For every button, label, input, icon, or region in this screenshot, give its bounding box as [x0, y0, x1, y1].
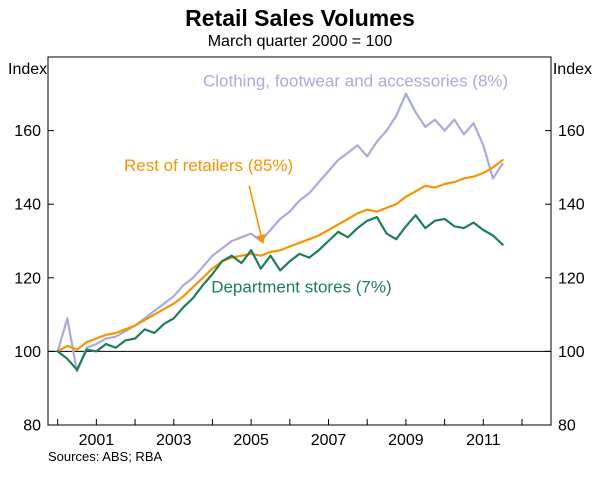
x-tick-label: 2005	[233, 432, 269, 449]
chart-subtitle: March quarter 2000 = 100	[207, 33, 393, 50]
rest-of-retailers-label-arrow	[248, 185, 266, 245]
y-axis-label-right: Index	[552, 61, 592, 78]
y-tick-label-right: 140	[558, 197, 585, 214]
y-tick-label-left: 120	[14, 270, 41, 287]
y-tick-label-left: 100	[14, 344, 41, 361]
y-tick-label-right: 160	[558, 123, 585, 140]
y-tick-label-left: 160	[14, 123, 41, 140]
rest-of-retailers-label: Rest of retailers (85%)	[124, 156, 293, 175]
source-note: Sources: ABS; RBA	[48, 449, 163, 464]
plot-border	[47, 56, 552, 426]
series-line-department-stores	[56, 214, 504, 371]
x-tick-label: 2007	[311, 432, 347, 449]
y-tick-label-right: 80	[558, 418, 576, 435]
department-stores-label: Department stores (7%)	[211, 278, 391, 297]
y-axis-label-left: Index	[8, 61, 48, 78]
y-tick-label-left: 140	[14, 197, 41, 214]
x-tick-label: 2003	[156, 432, 192, 449]
y-tick-label-left: 80	[23, 418, 41, 435]
x-tick-label: 2011	[466, 432, 501, 449]
series-line-rest-of-retailers	[56, 158, 504, 353]
x-tick-label: 2009	[388, 432, 424, 449]
y-tick-label-right: 120	[558, 270, 585, 287]
x-tick-label: 2001	[79, 432, 115, 449]
chart-title: Retail Sales Volumes	[185, 5, 415, 31]
y-tick-label-right: 100	[558, 344, 585, 361]
clothing-label: Clothing, footwear and accessories (8%)	[203, 71, 508, 90]
